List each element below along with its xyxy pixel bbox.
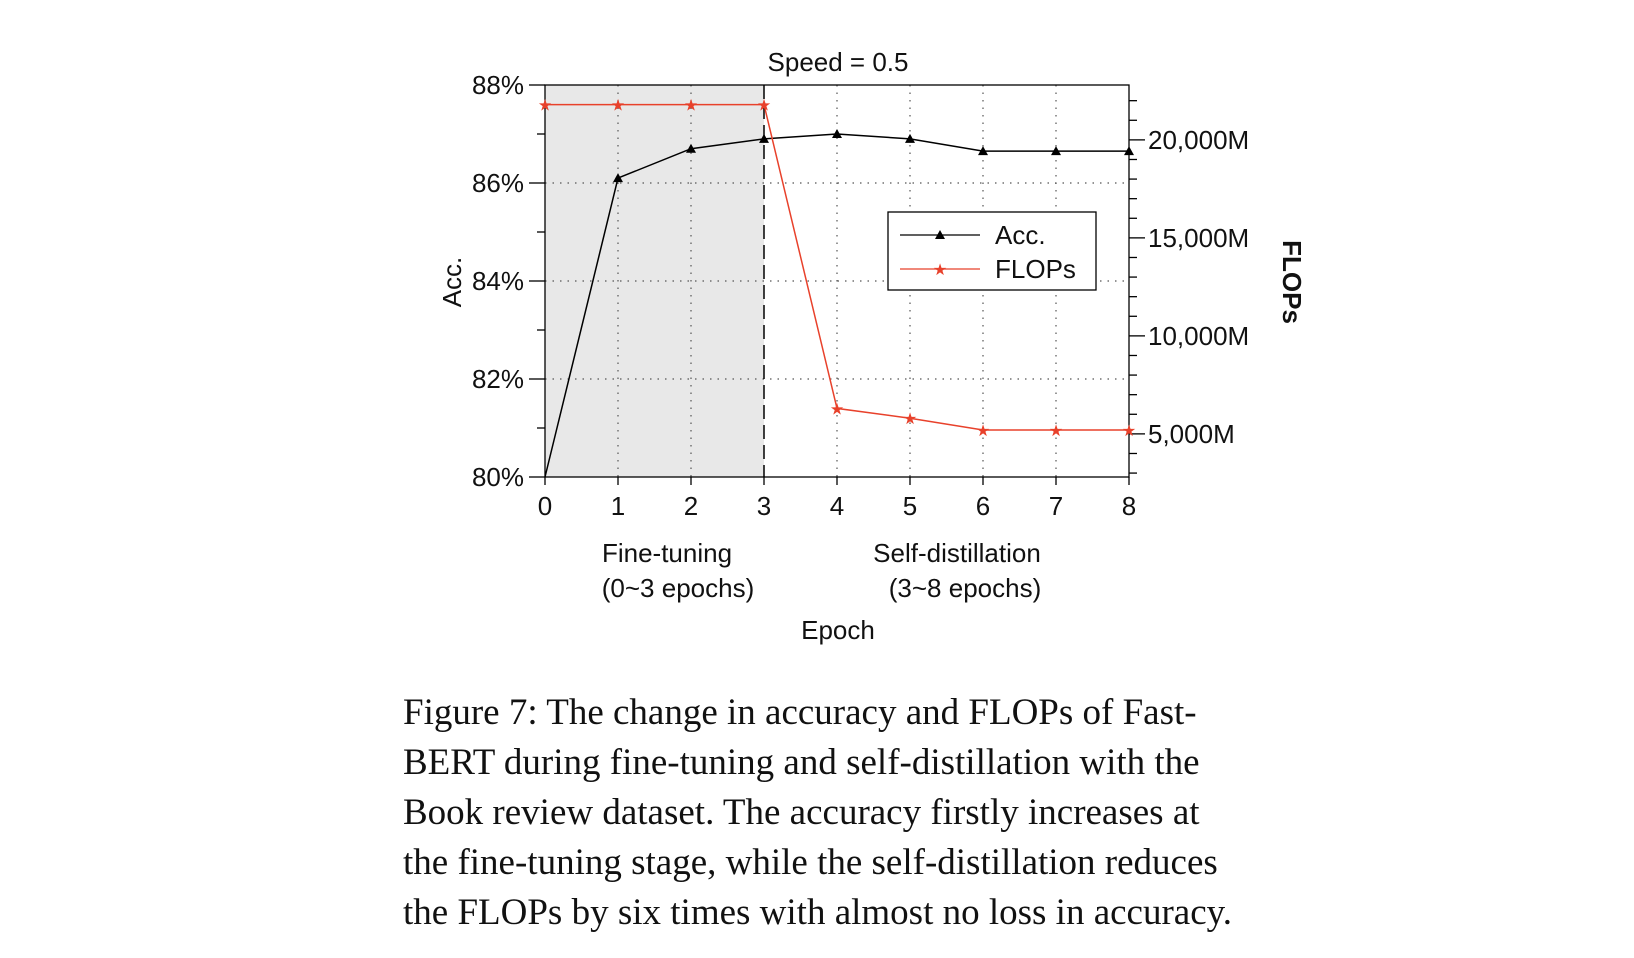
x-axis-label: Epoch	[801, 615, 875, 645]
left-axis-label: Acc.	[437, 257, 467, 308]
x-tick-label: 8	[1122, 491, 1136, 521]
caption-line: Book review dataset. The accuracy firstl…	[403, 792, 1200, 833]
stage-label-self-distillation-line1: Self-distillation	[873, 538, 1041, 568]
flops-data-point: ★	[611, 98, 625, 115]
legend-flops-label: FLOPs	[995, 254, 1076, 284]
acc-data-point	[978, 146, 988, 156]
chart: 0 1 2 3 4 5 6 7 8 80% 82% 84% 86% 88% 5,000M 10,000M 1…	[437, 47, 1307, 645]
x-tick-label: 0	[538, 491, 552, 521]
flops-data-point: ★	[757, 98, 771, 115]
right-tick-labels: 5,000M 10,000M 15,000M 20,000M	[1148, 125, 1249, 449]
right-tick-label: 5,000M	[1148, 419, 1235, 449]
flops-data-point: ★	[903, 411, 917, 428]
caption-line: BERT during fine-tuning and self-distill…	[403, 742, 1200, 783]
flops-data-point: ★	[1049, 423, 1063, 440]
stage-label-self-distillation-line2: (3~8 epochs)	[889, 573, 1041, 603]
x-tick-label: 4	[830, 491, 844, 521]
x-tick-label: 3	[757, 491, 771, 521]
legend-flops-marker: ★	[933, 262, 947, 279]
acc-data-point	[832, 129, 842, 138]
flops-data-point: ★	[830, 401, 844, 418]
right-tick-label: 10,000M	[1148, 321, 1249, 351]
acc-data-point	[1124, 146, 1134, 156]
x-tick-labels: 0 1 2 3 4 5 6 7 8	[538, 491, 1136, 521]
left-tick-label: 80%	[472, 462, 524, 492]
legend-acc-label: Acc.	[995, 220, 1046, 250]
caption-line: Figure 7: The change in accuracy and FLO…	[403, 692, 1197, 733]
legend: Acc. ★ FLOPs	[887, 211, 1097, 291]
left-tick-label: 84%	[472, 266, 524, 296]
acc-data-point	[905, 133, 915, 143]
acc-data-point	[759, 133, 769, 143]
right-tick-label: 20,000M	[1148, 125, 1249, 155]
flops-data-point: ★	[976, 423, 990, 440]
flops-data-point: ★	[538, 98, 552, 115]
flops-data-point: ★	[684, 98, 698, 115]
legend-box	[887, 211, 1097, 291]
x-tick-label: 6	[976, 491, 990, 521]
left-tick-label: 88%	[472, 70, 524, 100]
left-tick-label: 86%	[472, 168, 524, 198]
stage-label-fine-tuning-line1: Fine-tuning	[602, 538, 732, 568]
x-tick-label: 1	[611, 491, 625, 521]
flops-data-point: ★	[1122, 423, 1136, 440]
right-tick-label: 15,000M	[1148, 223, 1249, 253]
legend-acc-marker	[935, 230, 945, 239]
series-lines: ★ ★ ★ ★ ★ ★ ★ ★ ★	[538, 98, 1136, 478]
caption-line: the FLOPs by six times with almost no lo…	[403, 892, 1232, 933]
axis-ticks	[529, 84, 1145, 485]
stage-label-fine-tuning-line2: (0~3 epochs)	[602, 573, 754, 603]
acc-data-point	[686, 143, 696, 153]
figure-caption: Figure 7: The change in accuracy and FLO…	[403, 688, 1333, 938]
chart-title: Speed = 0.5	[768, 47, 909, 77]
acc-data-point	[613, 173, 623, 183]
x-tick-label: 5	[903, 491, 917, 521]
left-tick-label: 82%	[472, 364, 524, 394]
left-tick-labels: 80% 82% 84% 86% 88%	[472, 70, 524, 492]
fine-tuning-shaded-region	[545, 85, 764, 477]
acc-data-point	[1051, 146, 1061, 156]
x-tick-label: 2	[684, 491, 698, 521]
caption-line: the fine-tuning stage, while the self-di…	[403, 842, 1218, 883]
x-tick-label: 7	[1049, 491, 1063, 521]
flops-series-line	[545, 103, 1129, 431]
right-axis-label: FLOPs	[1277, 240, 1307, 324]
